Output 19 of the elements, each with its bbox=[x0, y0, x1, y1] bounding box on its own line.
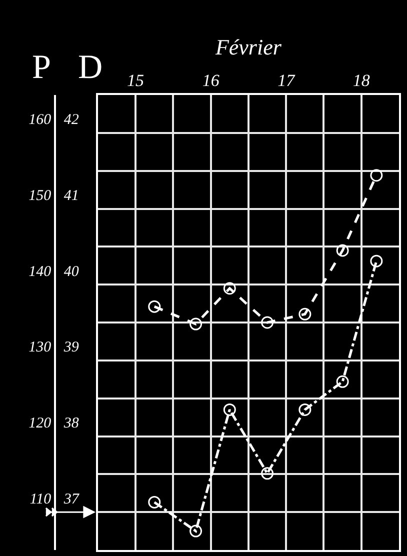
y-tick-label: 41 bbox=[64, 188, 79, 204]
y-tick-label: 40 bbox=[64, 264, 80, 280]
y2-axis-title: P bbox=[32, 49, 51, 86]
y-tick-label: 37 bbox=[62, 491, 80, 508]
x-tick-label: 16 bbox=[202, 71, 220, 90]
y-tick-label: 39 bbox=[62, 340, 80, 356]
x-tick-label: 15 bbox=[127, 71, 144, 90]
y2-tick-label: 160 bbox=[28, 112, 52, 128]
y2-tick-label: 150 bbox=[28, 188, 52, 204]
y-axis-title: D bbox=[78, 49, 103, 86]
x-axis-title: Février bbox=[214, 34, 282, 60]
x-tick-label: 17 bbox=[278, 71, 296, 90]
y2-tick-label: 130 bbox=[28, 340, 52, 356]
y2-tick-label: 110 bbox=[30, 491, 52, 508]
x-tick-label: 18 bbox=[352, 71, 370, 90]
y-tick-label: 38 bbox=[62, 416, 80, 432]
y2-tick-label: 120 bbox=[28, 416, 52, 432]
y-tick-label: 42 bbox=[64, 112, 80, 128]
y2-tick-label: 140 bbox=[28, 264, 52, 280]
